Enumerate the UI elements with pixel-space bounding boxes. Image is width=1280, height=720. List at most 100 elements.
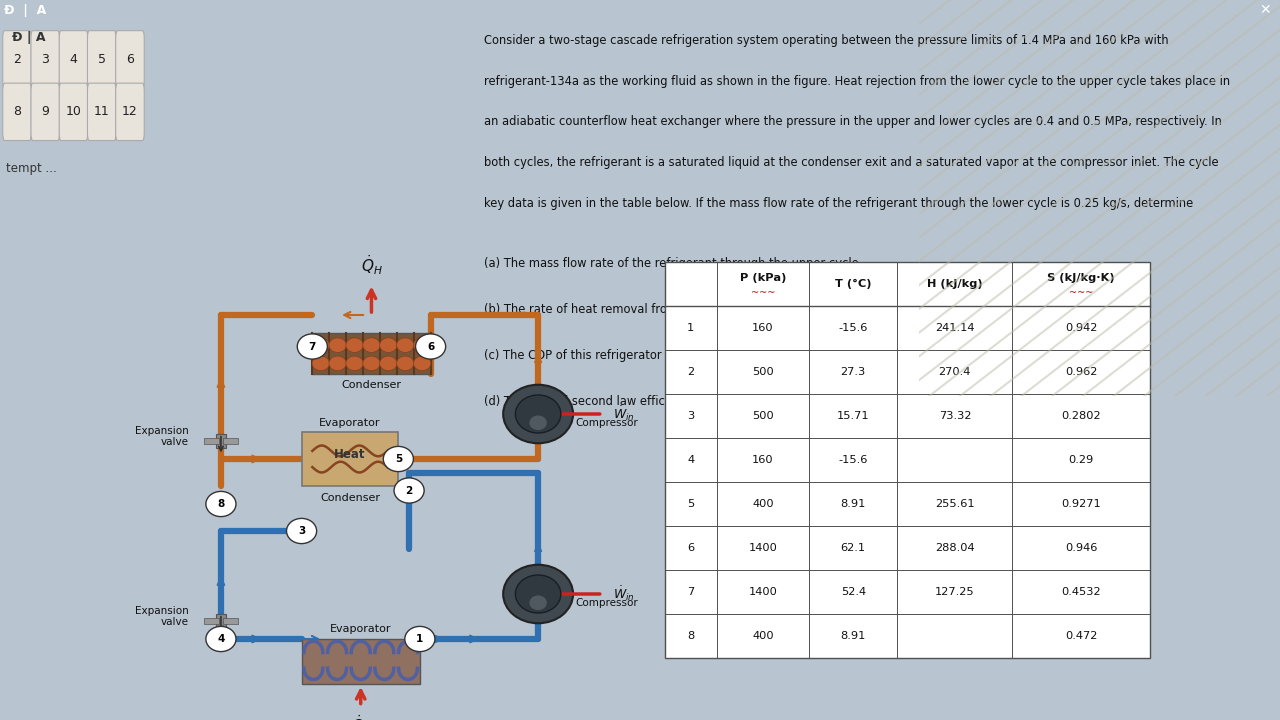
Circle shape <box>397 338 413 353</box>
Text: 73.32: 73.32 <box>938 411 972 421</box>
Text: 10: 10 <box>65 105 82 118</box>
Text: 6: 6 <box>428 341 434 351</box>
Text: ~~~: ~~~ <box>751 289 776 299</box>
Text: 1400: 1400 <box>749 543 777 553</box>
Text: 8: 8 <box>218 499 224 509</box>
Circle shape <box>297 334 328 359</box>
Text: 2: 2 <box>687 366 694 377</box>
Circle shape <box>503 384 573 444</box>
Text: 5: 5 <box>97 53 106 66</box>
Bar <box>204 438 219 444</box>
Text: 7: 7 <box>687 588 694 598</box>
Circle shape <box>416 334 445 359</box>
Text: 12: 12 <box>122 105 138 118</box>
Text: (a) The mass flow rate of the refrigerant through the upper cycle,: (a) The mass flow rate of the refrigeran… <box>484 257 863 270</box>
Text: 0.9271: 0.9271 <box>1061 499 1101 509</box>
Text: 255.61: 255.61 <box>936 499 974 509</box>
Text: 3: 3 <box>687 411 694 421</box>
Text: ✕: ✕ <box>1260 3 1271 17</box>
Text: -15.6: -15.6 <box>838 323 868 333</box>
Text: 160: 160 <box>753 455 773 465</box>
Circle shape <box>362 338 380 353</box>
Text: 127.25: 127.25 <box>936 588 974 598</box>
Text: 62.1: 62.1 <box>841 543 865 553</box>
FancyBboxPatch shape <box>31 83 59 140</box>
Circle shape <box>383 446 413 472</box>
Bar <box>215 433 227 448</box>
FancyBboxPatch shape <box>115 31 145 88</box>
Text: 4: 4 <box>218 634 224 644</box>
Text: 500: 500 <box>753 366 774 377</box>
Text: 0.942: 0.942 <box>1065 323 1097 333</box>
Circle shape <box>530 595 547 610</box>
Text: H (kJ/kg): H (kJ/kg) <box>927 279 983 289</box>
Circle shape <box>516 395 561 433</box>
Text: 288.04: 288.04 <box>936 543 974 553</box>
Text: Expansion
valve: Expansion valve <box>134 426 188 447</box>
Text: 8.91: 8.91 <box>841 631 867 642</box>
Text: Compressor: Compressor <box>576 598 639 608</box>
Text: (d) The overall second law efficiency of the refrigerator, T₀ = 25 °C: (d) The overall second law efficiency of… <box>484 395 872 408</box>
Text: -15.6: -15.6 <box>838 455 868 465</box>
Circle shape <box>530 415 547 430</box>
Circle shape <box>380 338 397 353</box>
Text: Consider a two-stage cascade refrigeration system operating between the pressure: Consider a two-stage cascade refrigerati… <box>484 34 1169 47</box>
Circle shape <box>503 564 573 624</box>
Text: 270.4: 270.4 <box>938 366 972 377</box>
Text: 6: 6 <box>687 543 694 553</box>
Text: 52.4: 52.4 <box>841 588 865 598</box>
Circle shape <box>394 478 424 503</box>
Text: Ð  |  A: Ð | A <box>4 4 46 17</box>
Circle shape <box>329 356 347 371</box>
Text: 8: 8 <box>687 631 694 642</box>
Text: 9: 9 <box>41 105 49 118</box>
Text: tempt ...: tempt ... <box>6 161 56 174</box>
Text: 27.3: 27.3 <box>841 366 865 377</box>
Text: T (°C): T (°C) <box>835 279 872 289</box>
Text: 7: 7 <box>308 341 316 351</box>
Text: $\dot{W}_{in}$: $\dot{W}_{in}$ <box>613 405 635 423</box>
Text: Evaporator: Evaporator <box>319 418 380 428</box>
Text: 160: 160 <box>753 323 773 333</box>
Text: both cycles, the refrigerant is a saturated liquid at the condenser exit and a s: both cycles, the refrigerant is a satura… <box>484 156 1219 169</box>
FancyBboxPatch shape <box>87 31 116 88</box>
Text: 15.71: 15.71 <box>837 411 869 421</box>
Text: 8: 8 <box>13 105 20 118</box>
Text: ~~~: ~~~ <box>1069 289 1093 299</box>
FancyBboxPatch shape <box>3 31 31 88</box>
FancyBboxPatch shape <box>3 83 31 140</box>
Text: (b) The rate of heat removal from the refrigerated space, and: (b) The rate of heat removal from the re… <box>484 303 840 316</box>
Circle shape <box>380 356 397 371</box>
Text: $\dot{Q}_L$: $\dot{Q}_L$ <box>351 714 370 720</box>
Text: S (kJ/kg·K): S (kJ/kg·K) <box>1047 273 1115 283</box>
Bar <box>312 333 430 374</box>
Text: Ð | A: Ð | A <box>12 31 46 44</box>
FancyBboxPatch shape <box>115 83 145 140</box>
Circle shape <box>346 338 364 353</box>
Text: 3: 3 <box>41 53 49 66</box>
FancyBboxPatch shape <box>31 31 59 88</box>
Text: 0.962: 0.962 <box>1065 366 1097 377</box>
Text: Evaporator: Evaporator <box>330 624 392 634</box>
Text: refrigerant-134a as the working fluid as shown in the figure. Heat rejection fro: refrigerant-134a as the working fluid as… <box>484 75 1230 88</box>
Bar <box>215 613 227 628</box>
Text: 0.946: 0.946 <box>1065 543 1097 553</box>
Text: 4: 4 <box>687 455 694 465</box>
Bar <box>302 639 420 684</box>
Text: Condenser: Condenser <box>342 380 402 390</box>
Circle shape <box>413 356 431 371</box>
Circle shape <box>404 626 435 652</box>
Bar <box>302 432 398 486</box>
Circle shape <box>413 338 431 353</box>
Text: 1400: 1400 <box>749 588 777 598</box>
Text: 0.4532: 0.4532 <box>1061 588 1101 598</box>
Circle shape <box>312 338 329 353</box>
FancyBboxPatch shape <box>59 83 88 140</box>
Circle shape <box>346 356 364 371</box>
Text: 6: 6 <box>125 53 134 66</box>
Text: $\dot{Q}_H$: $\dot{Q}_H$ <box>361 253 383 276</box>
Circle shape <box>362 356 380 371</box>
Text: 3: 3 <box>298 526 305 536</box>
Text: key data is given in the table below. If the mass flow rate of the refrigerant t: key data is given in the table below. If… <box>484 197 1193 210</box>
Circle shape <box>206 491 236 517</box>
